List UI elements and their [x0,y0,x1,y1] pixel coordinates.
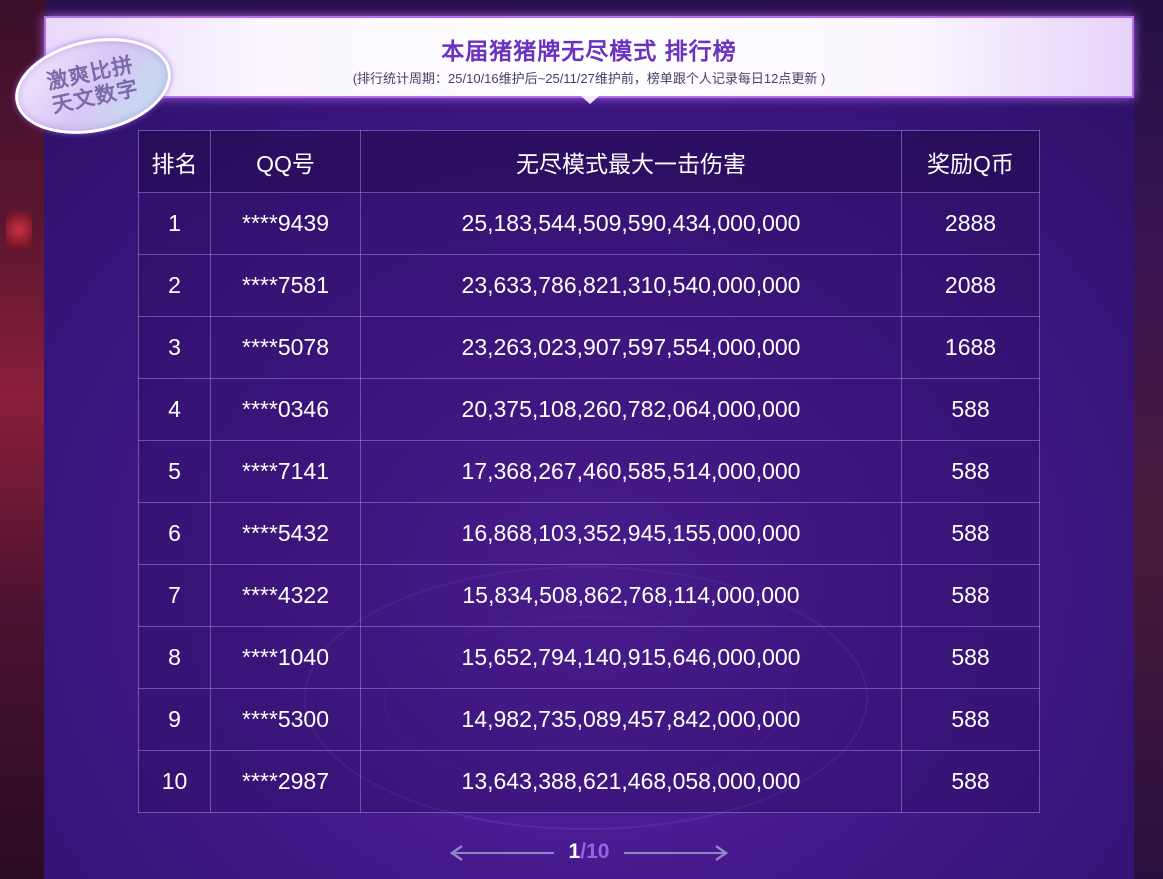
current-page: 1 [568,840,581,863]
arrow-left-icon[interactable] [448,844,558,862]
reward-cell: 1688 [901,316,1040,379]
rank-cell: 6 [138,502,211,565]
total-pages: /10 [580,840,610,863]
header-notch [581,96,599,104]
table-row: 5 ****7141 17,368,267,460,585,514,000,00… [138,440,1040,503]
damage-cell: 13,643,388,621,468,058,000,000 [360,750,902,813]
table-row: 7 ****4322 15,834,508,862,768,114,000,00… [138,564,1040,627]
damage-cell: 14,982,735,089,457,842,000,000 [360,688,902,751]
qq-cell: ****2987 [210,750,361,813]
damage-cell: 15,834,508,862,768,114,000,000 [360,564,902,627]
qq-cell: ****5432 [210,502,361,565]
qq-cell: ****7141 [210,440,361,503]
arrow-right-icon[interactable] [620,844,730,862]
reward-cell: 588 [901,440,1040,503]
damage-cell: 23,263,023,907,597,554,000,000 [360,316,902,379]
pagination: 1/10 [448,838,730,868]
rank-cell: 10 [138,750,211,813]
qq-cell: ****5078 [210,316,361,379]
table-row: 1 ****9439 25,183,544,509,590,434,000,00… [138,192,1040,255]
qq-cell: ****5300 [210,688,361,751]
damage-cell: 23,633,786,821,310,540,000,000 [360,254,902,317]
table-header-row: 排名 QQ号 无尽模式最大一击伤害 奖励Q币 [138,130,1040,193]
rank-cell: 8 [138,626,211,689]
qq-cell: ****7581 [210,254,361,317]
table-row: 4 ****0346 20,375,108,260,782,064,000,00… [138,378,1040,441]
table-row: 2 ****7581 23,633,786,821,310,540,000,00… [138,254,1040,317]
leaderboard-header: 本届猪猪牌无尽模式 排行榜 (排行统计周期：25/10/16维护后~25/11/… [44,16,1134,98]
damage-cell: 25,183,544,509,590,434,000,000 [360,192,902,255]
leaderboard-table: 排名 QQ号 无尽模式最大一击伤害 奖励Q币 1 ****9439 25,183… [138,130,1040,813]
page-title: 本届猪猪牌无尽模式 排行榜 [441,38,737,64]
qq-cell: ****9439 [210,192,361,255]
reward-cell: 2088 [901,254,1040,317]
table-row: 9 ****5300 14,982,735,089,457,842,000,00… [138,688,1040,751]
qq-cell: ****0346 [210,378,361,441]
qq-cell: ****4322 [210,564,361,627]
damage-cell: 20,375,108,260,782,064,000,000 [360,378,902,441]
page-indicator: 1/10 [448,840,730,864]
column-header-qq: QQ号 [210,130,361,193]
rank-cell: 9 [138,688,211,751]
rank-cell: 4 [138,378,211,441]
table-row: 6 ****5432 16,868,103,352,945,155,000,00… [138,502,1040,565]
reward-cell: 588 [901,688,1040,751]
rank-cell: 2 [138,254,211,317]
reward-cell: 588 [901,564,1040,627]
reward-cell: 588 [901,626,1040,689]
damage-cell: 17,368,267,460,585,514,000,000 [360,440,902,503]
damage-cell: 15,652,794,140,915,646,000,000 [360,626,902,689]
column-header-reward: 奖励Q币 [901,130,1040,193]
rank-cell: 1 [138,192,211,255]
left-character-art [0,0,46,879]
damage-cell: 16,868,103,352,945,155,000,000 [360,502,902,565]
reward-cell: 588 [901,378,1040,441]
ranking-period-note: (排行统计周期：25/10/16维护后~25/11/27维护前，榜单跟个人记录每… [352,71,826,86]
rank-cell: 3 [138,316,211,379]
column-header-rank: 排名 [138,130,211,193]
reward-cell: 2888 [901,192,1040,255]
table-row: 10 ****2987 13,643,388,621,468,058,000,0… [138,750,1040,813]
right-background-art [1131,0,1163,879]
table-row: 3 ****5078 23,263,023,907,597,554,000,00… [138,316,1040,379]
column-header-damage: 无尽模式最大一击伤害 [360,130,902,193]
qq-cell: ****1040 [210,626,361,689]
reward-cell: 588 [901,750,1040,813]
rank-cell: 7 [138,564,211,627]
table-row: 8 ****1040 15,652,794,140,915,646,000,00… [138,626,1040,689]
rank-cell: 5 [138,440,211,503]
reward-cell: 588 [901,502,1040,565]
